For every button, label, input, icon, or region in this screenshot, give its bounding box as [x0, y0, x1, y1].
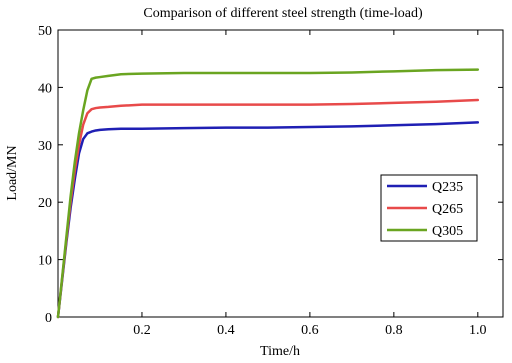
y-axis: 0 10 20 30 40 50 — [38, 24, 503, 326]
y-axis-label: Load/MN — [5, 145, 20, 200]
legend-label-q305: Q305 — [432, 224, 463, 239]
y-tick-label: 20 — [38, 196, 52, 211]
y-tick-label: 40 — [38, 81, 52, 96]
chart-title: Comparison of different steel strength (… — [143, 6, 423, 21]
series-line-q305 — [56, 68, 480, 319]
y-tick-label: 30 — [38, 139, 52, 154]
plot-area — [57, 29, 504, 318]
x-tick-label: 0.2 — [133, 323, 151, 338]
x-tick-label: 0.6 — [301, 323, 319, 338]
legend-label-q265: Q265 — [432, 202, 463, 217]
y-tick-label: 0 — [45, 311, 52, 326]
legend-label-q235: Q235 — [432, 180, 463, 195]
x-axis-label: Time/h — [260, 344, 300, 359]
series-layer — [56, 68, 480, 319]
x-axis: 0.2 0.4 0.6 0.8 1.0 — [133, 30, 487, 338]
y-tick-label: 10 — [38, 254, 52, 269]
x-tick-label: 1.0 — [469, 323, 487, 338]
legend: Q235 Q265 Q305 — [380, 174, 478, 242]
x-tick-label: 0.8 — [385, 323, 403, 338]
x-tick-label: 0.4 — [217, 323, 235, 338]
y-tick-label: 50 — [38, 24, 52, 39]
